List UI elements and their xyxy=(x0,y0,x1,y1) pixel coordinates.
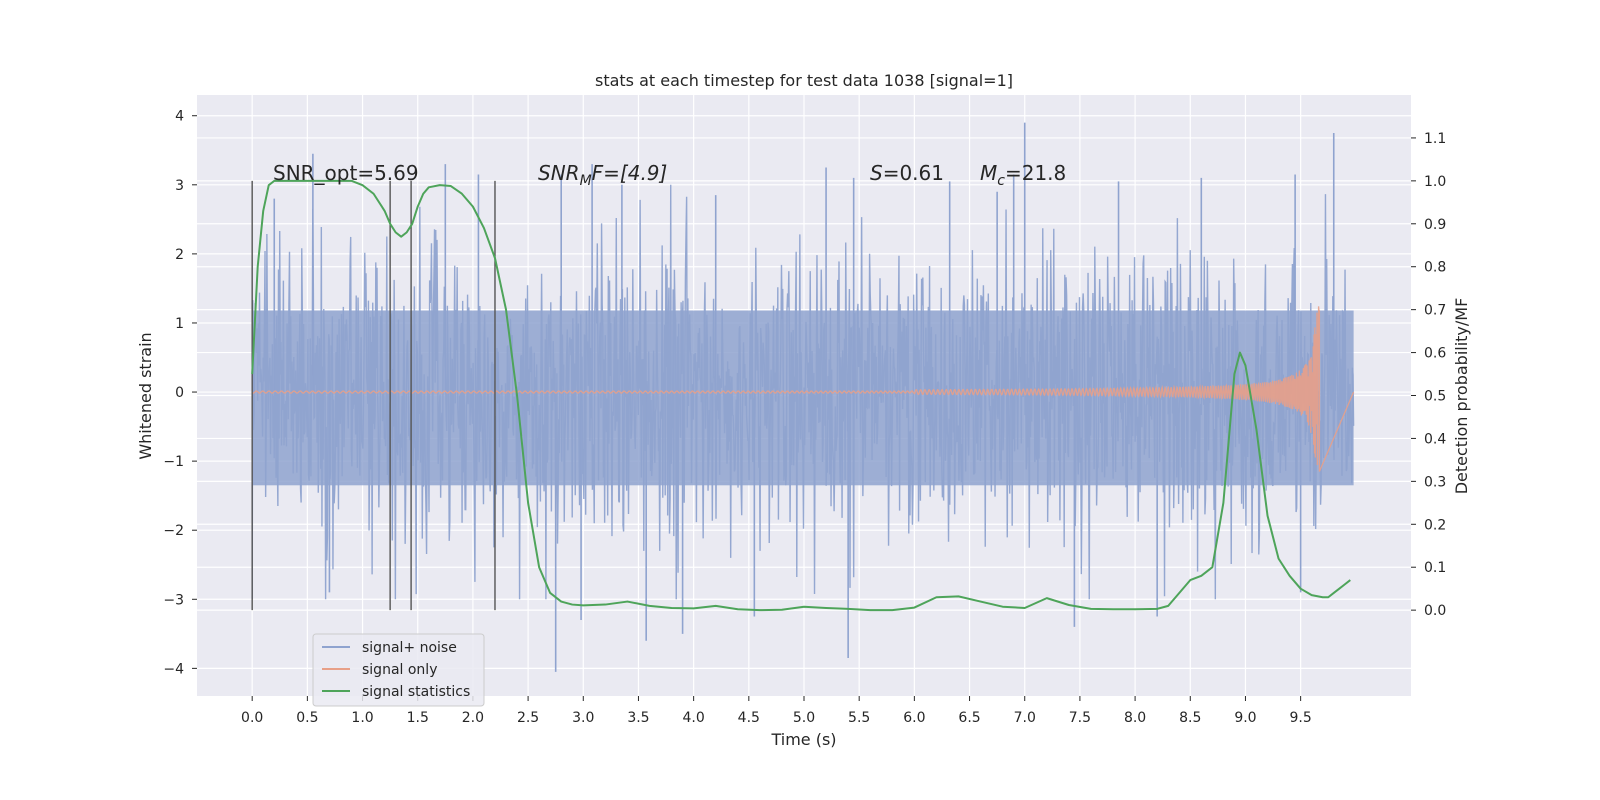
signal-series xyxy=(251,306,1355,472)
x-tick-label-13: 6.5 xyxy=(958,710,980,726)
vertical-markers xyxy=(251,180,496,611)
x-tick-label-1: 0.5 xyxy=(296,710,318,726)
legend-box xyxy=(312,633,485,707)
annotation-mc-sub: c xyxy=(997,173,1005,189)
y-tick-label-8: 4 xyxy=(175,109,184,125)
y-tick-label-2: −2 xyxy=(163,523,184,539)
annotation-mc-rest: =21.8 xyxy=(1005,161,1066,185)
y-tick-label-5: 1 xyxy=(175,316,184,332)
x-tick-label-7: 3.5 xyxy=(627,710,649,726)
x-tick-label-11: 5.5 xyxy=(848,710,870,726)
y-tick-label-3: −1 xyxy=(163,454,184,470)
y-tick-label-7: 3 xyxy=(175,178,184,194)
y-tick-label-6: 2 xyxy=(175,247,184,263)
statistics-line xyxy=(251,179,1351,612)
annotation-snr-mf: SNRMF=[4.9] xyxy=(538,161,667,189)
x-tick-label-14: 7.0 xyxy=(1014,710,1036,726)
annotation-snr-mf-rest: F=[4.9] xyxy=(592,161,668,185)
y2-axis-label: Detection probability/MF xyxy=(1452,298,1471,495)
y2-tick-label-11: 1.1 xyxy=(1424,131,1446,147)
signal-line xyxy=(251,306,1355,472)
legend-label-noise: signal+ noise xyxy=(362,640,457,656)
annotation-snr-opt: SNR_opt=5.69 xyxy=(273,161,419,185)
x-tick-label-10: 5.0 xyxy=(793,710,815,726)
x-tick-label-6: 3.0 xyxy=(572,710,594,726)
y2-tick-label-1: 0.1 xyxy=(1424,560,1446,576)
x-tick-label-3: 1.5 xyxy=(407,710,429,726)
x-tick-label-8: 4.0 xyxy=(683,710,705,726)
x-tick-label-18: 9.0 xyxy=(1234,710,1256,726)
x-tick-label-19: 9.5 xyxy=(1290,710,1312,726)
x-tick-label-2: 1.0 xyxy=(351,710,373,726)
y2-tick-label-9: 0.9 xyxy=(1424,217,1446,233)
x-tick-label-12: 6.0 xyxy=(903,710,925,726)
y2-tick-label-7: 0.7 xyxy=(1424,303,1446,319)
x-axis-label: Time (s) xyxy=(770,730,836,749)
chart-title: stats at each timestep for test data 103… xyxy=(595,71,1013,90)
annotation-snr-mf-main: SNR xyxy=(538,161,580,185)
annotation-s-main: S xyxy=(870,161,883,185)
y2-tick-label-6: 0.6 xyxy=(1424,346,1446,362)
x-tick-label-17: 8.5 xyxy=(1179,710,1201,726)
legend: signal+ noise signal only signal statist… xyxy=(312,633,485,707)
x-ticks: 0.0 0.5 1.0 1.5 2.0 2.5 3.0 3.5 4.0 4.5 5.0 5.5 6.0 6… xyxy=(241,696,1312,726)
legend-label-statistics: signal statistics xyxy=(362,684,470,700)
annotation-s-rest: =0.61 xyxy=(883,161,944,185)
y2-tick-label-10: 1.0 xyxy=(1424,174,1446,190)
x-tick-label-0: 0.0 xyxy=(241,710,263,726)
y2-tick-label-2: 0.2 xyxy=(1424,517,1446,533)
statistics-series xyxy=(251,179,1351,612)
noise-series xyxy=(251,122,1355,672)
y2-tick-label-4: 0.4 xyxy=(1424,431,1446,447)
y2-ticks: 0.0 0.1 0.2 0.3 0.4 0.5 0.6 0.7 0.8 0.9 1.0 1.1 xyxy=(1411,131,1446,619)
y-axis-label: Whitened strain xyxy=(136,332,155,459)
x-tick-label-4: 2.0 xyxy=(462,710,484,726)
annotation-s: S=0.61 xyxy=(870,161,944,185)
x-tick-label-15: 7.5 xyxy=(1069,710,1091,726)
x-tick-label-5: 2.5 xyxy=(517,710,539,726)
y-ticks: −4 −3 −2 −1 0 1 2 3 4 xyxy=(163,109,197,677)
y2-tick-label-8: 0.8 xyxy=(1424,260,1446,276)
x-tick-label-9: 4.5 xyxy=(738,710,760,726)
annotation-snr-mf-sub: M xyxy=(580,173,592,189)
noise-core-band xyxy=(252,310,1354,486)
y-tick-label-1: −3 xyxy=(163,592,184,608)
annotation-mc: Mc=21.8 xyxy=(980,161,1066,189)
x-tick-label-16: 8.0 xyxy=(1124,710,1146,726)
y2-tick-label-3: 0.3 xyxy=(1424,474,1446,490)
y2-tick-label-5: 0.5 xyxy=(1424,389,1446,405)
y-tick-label-4: 0 xyxy=(175,385,184,401)
y-tick-label-0: −4 xyxy=(163,661,184,677)
y2-tick-label-0: 0.0 xyxy=(1424,603,1446,619)
legend-label-signal: signal only xyxy=(362,662,437,678)
annotation-mc-main: M xyxy=(980,161,997,185)
